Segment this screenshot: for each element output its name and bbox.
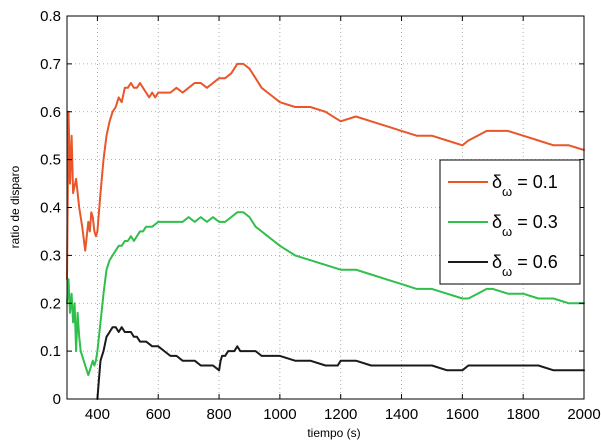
x-tick-label-600: 600 <box>146 406 171 423</box>
series-line-2 <box>66 211 585 377</box>
x-tick-label-1400: 1400 <box>385 406 418 423</box>
x-tick-label-800: 800 <box>207 406 232 423</box>
y-tick-label-0.1: 0.1 <box>40 343 61 360</box>
x-axis-label: tiempo (s) <box>307 426 360 440</box>
series-line-3 <box>96 326 585 400</box>
y-tick-label-0.3: 0.3 <box>40 247 61 264</box>
x-tick-label-1200: 1200 <box>324 406 357 423</box>
legend-label-3: δω = 0.6 <box>492 252 558 279</box>
x-tick-label-2000: 2000 <box>567 406 600 423</box>
y-tick-label-0.2: 0.2 <box>40 295 61 312</box>
legend: δω = 0.1 δω = 0.3 δω = 0.6 <box>439 159 581 285</box>
x-tick-label-1000: 1000 <box>263 406 296 423</box>
y-tick-label-0.8: 0.8 <box>40 8 61 25</box>
y-tick-label-0.4: 0.4 <box>40 200 61 217</box>
series-lines <box>66 62 585 400</box>
y-axis-label: ratio de disparo <box>8 165 22 248</box>
x-tick-label-1600: 1600 <box>446 406 479 423</box>
x-tick-label-1800: 1800 <box>506 406 539 423</box>
series-line-1 <box>66 62 585 281</box>
y-tick-label-0.6: 0.6 <box>40 104 61 121</box>
legend-label-1: δω = 0.1 <box>492 172 558 199</box>
y-tick-label-0: 0 <box>53 391 61 408</box>
y-tick-label-0.5: 0.5 <box>40 152 61 169</box>
axes: 400 600 800 1000 1200 1400 1600 1800 2000 0 0.1 0.2… <box>40 8 601 423</box>
x-tick-label-400: 400 <box>85 406 110 423</box>
y-tick-label-0.7: 0.7 <box>40 56 61 73</box>
legend-label-2: δω = 0.3 <box>492 212 558 239</box>
